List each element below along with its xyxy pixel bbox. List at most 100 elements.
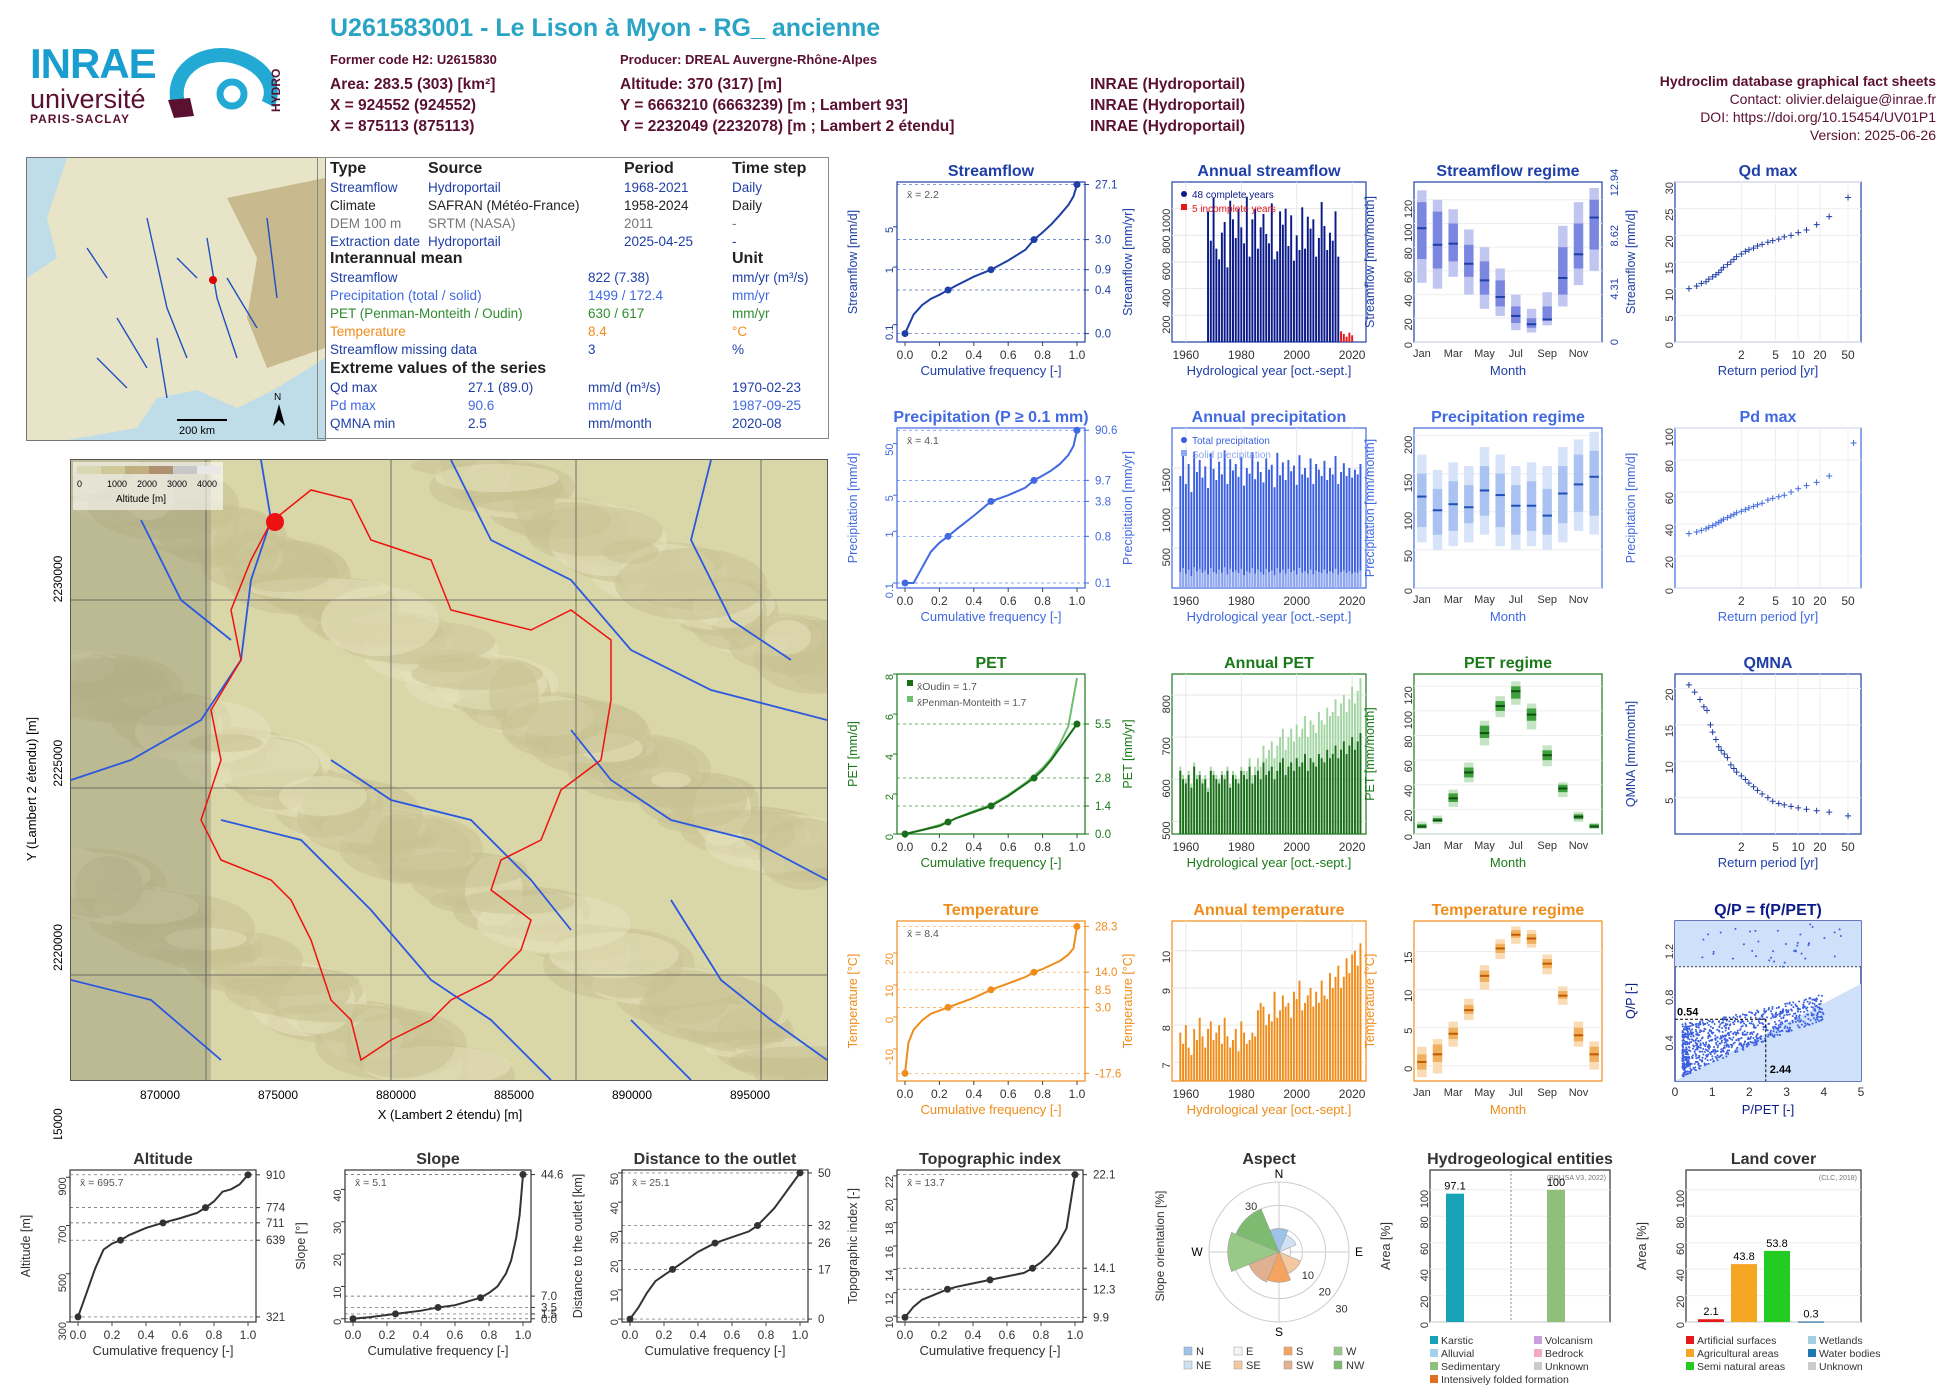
scatter-point [1786,1026,1789,1029]
scatter-point [1718,1042,1721,1045]
scatter-point [1734,1033,1737,1036]
scatter-point [1738,1037,1741,1040]
scatter-point [1694,1038,1697,1041]
scatter-point [1684,1063,1687,1066]
bar-secondary [1256,569,1259,588]
chart-title: QMNA [1744,655,1793,672]
scatter-point [1742,1043,1745,1046]
bar-secondary [1331,572,1334,588]
scatter-point [1710,1030,1713,1033]
scatter-point [1716,1046,1719,1049]
x-tick: 0.2 [931,594,948,608]
y-tick: 10 [1664,289,1676,301]
scatter-point [1698,1022,1701,1025]
bar-secondary [1193,567,1196,588]
x-tick: 0.4 [965,840,982,854]
y-tick: 5 [1664,798,1676,804]
scatter-point [1741,1019,1744,1022]
doi[interactable]: DOI: https://doi.org/10.15454/UV01P1 [1700,109,1936,125]
y-tick: 80 [1419,1216,1431,1228]
bar [1193,766,1196,834]
scatter-point [1687,1064,1690,1067]
scatter-point [1681,1064,1684,1067]
scatter-point [1699,1058,1702,1061]
scatter-point [1691,1056,1694,1059]
bar [1323,995,1326,1081]
y-tick: 0.1 [884,325,896,340]
scatter-point [1686,1062,1689,1065]
scatter-point [1806,1000,1809,1003]
bar [1304,754,1306,834]
map-ytick: 2225000 [51,740,65,787]
scatter-point [1811,1002,1814,1005]
x-axis-label: Cumulative frequency [-] [920,1343,1061,1358]
x-tick: 2020 [1339,348,1366,362]
chart-title: Streamflow regime [1436,163,1579,180]
scatter-point [1796,1019,1799,1022]
bar-secondary [1240,766,1243,834]
bar-secondary [1190,576,1193,588]
bar [1295,484,1298,588]
data-point [1742,506,1749,513]
bar [1232,775,1234,834]
scatter-point [1819,1002,1822,1005]
scatter-point [1686,1026,1689,1029]
bar [1295,758,1298,834]
scatter-point [1780,1021,1783,1024]
scatter-point [1725,1019,1728,1022]
x-tick: 2 [1738,840,1745,854]
scatter-point [1790,1029,1793,1032]
y-tick: 0 [609,1319,621,1325]
scatter-point [1683,1072,1686,1075]
scatter-point [1711,1055,1714,1058]
scatter-point [1684,1070,1687,1073]
scatter-point [1734,1050,1737,1053]
scatter-point [1809,1019,1812,1022]
scatter-point [1780,1021,1783,1024]
scatter-point [1682,1059,1685,1062]
box-outer [1589,1041,1599,1070]
scatter-point [1701,1036,1704,1039]
scatter-point [1740,1044,1743,1047]
scatter-point [1724,1022,1727,1025]
scatter-point [1740,1044,1743,1047]
info-source: SAFRAN (Météo-France) [428,198,580,213]
legend-item: 48 complete years [1192,190,1274,201]
bar [1262,214,1265,342]
y-tick: 100 [1403,223,1415,241]
x-tick: Jan [1413,840,1431,852]
scatter-point [1685,1027,1688,1030]
scatter-point [1728,1016,1731,1019]
contact[interactable]: Contact: olivier.delaigue@inrae.fr [1729,91,1936,107]
scatter-point [1686,1059,1689,1062]
y-axis-label: Precipitation [mm/d] [846,453,860,563]
bar [1353,469,1356,588]
scatter-point [1819,1011,1822,1014]
scatter-point [1701,1059,1704,1062]
scatter-point [1686,1028,1689,1031]
y-tick: 5 [1664,315,1676,321]
right-label: 3.5 [541,1302,557,1314]
scatter-point [1800,1023,1803,1026]
scatter-point [1744,1016,1747,1019]
scatter-point [1707,1050,1710,1053]
scatter-point [1681,1057,1684,1060]
right-label: 0.0 [1095,329,1111,341]
bar [1184,1025,1187,1081]
box-inner [1511,686,1521,699]
scatter-point [1689,1072,1692,1075]
scatter-point [1685,1061,1688,1064]
scatter-point [1687,1057,1690,1060]
box-inner [1495,473,1505,528]
x-tick: 20 [1813,594,1827,608]
sector-SE [1278,1251,1301,1274]
right-label: 90.6 [1095,425,1117,437]
scatter-point [1785,1030,1788,1033]
y-tick: 0.4 [1664,1035,1676,1050]
scatter-point [1766,1035,1769,1038]
scatter-point [1709,1046,1712,1049]
y-axis-label: PET [mm/yr] [1121,719,1135,788]
version: Version: 2025-06-26 [1809,127,1936,143]
scatter-point [1707,1053,1710,1056]
